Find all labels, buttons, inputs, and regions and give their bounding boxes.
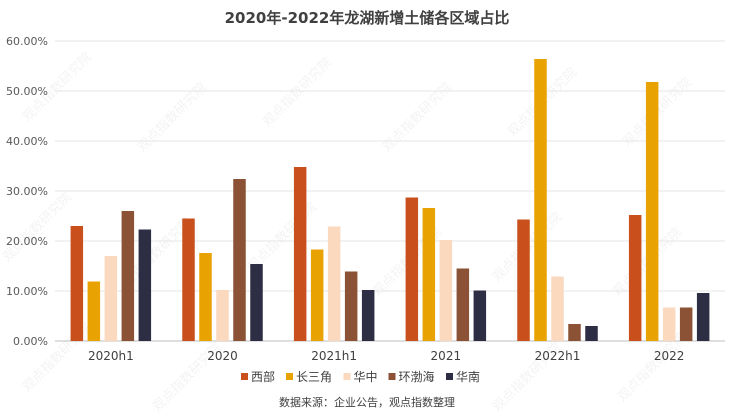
bar (645, 82, 659, 341)
x-category-label: 2022 (654, 349, 685, 363)
bar (679, 307, 693, 341)
y-tick-label: 50.00% (6, 85, 48, 98)
legend-swatch (446, 373, 453, 380)
bar (473, 290, 487, 341)
bar (327, 226, 341, 341)
bar (361, 290, 375, 341)
legend-swatch (388, 373, 396, 380)
bar (344, 271, 358, 341)
legend-swatch (286, 373, 293, 380)
watermark-text: 观点指数研究院 (260, 55, 335, 130)
chart-title: 2020年-2022年龙湖新增土储各区域占比 (225, 9, 510, 27)
legend-label: 长三角 (296, 370, 332, 384)
legend-label: 华中 (354, 369, 378, 384)
watermark-text: 观点指数研究院 (20, 320, 95, 395)
bar (422, 208, 436, 341)
bar (662, 307, 676, 341)
bar (534, 59, 547, 341)
legend-swatch (241, 373, 248, 380)
y-tick-label: 40.00% (6, 135, 48, 148)
legend-label: 环渤海 (399, 369, 435, 384)
x-category-label: 2021 (431, 349, 462, 363)
y-axis-ticks: 0.00% 10.00% 20.00% 30.00% 40.00% 50.00% 60.00… (6, 35, 48, 348)
bar (138, 229, 152, 341)
bar (70, 226, 84, 341)
bar (517, 219, 530, 341)
bar (199, 253, 212, 341)
bar (628, 215, 642, 341)
bar (182, 218, 195, 341)
x-category-label: 2021h1 (311, 349, 357, 363)
x-category-label: 2020 (207, 349, 238, 363)
x-category-label: 2022h1 (535, 349, 581, 363)
bars (70, 59, 710, 341)
y-tick-label: 20.00% (6, 235, 48, 248)
bar (250, 264, 263, 341)
y-tick-label: 0.00% (13, 335, 48, 348)
bar (104, 256, 118, 341)
bar (585, 326, 598, 341)
y-tick-label: 10.00% (6, 285, 48, 298)
legend-label: 西部 (251, 369, 275, 384)
y-tick-label: 30.00% (6, 185, 48, 198)
gridlines (55, 40, 725, 342)
legend-label: 华南 (456, 369, 480, 384)
watermark-text: 观点指数研究院 (245, 200, 320, 275)
bar (551, 276, 564, 341)
x-axis-categories: 2020h1 2020 2021h1 2021 2022h1 2022 (88, 349, 684, 363)
bar (456, 268, 470, 341)
bar (293, 167, 307, 341)
legend-swatch (343, 373, 351, 380)
bar (87, 281, 101, 341)
bar (405, 197, 419, 341)
bar (696, 293, 710, 341)
bar (121, 211, 135, 341)
bar (439, 240, 453, 341)
bar (216, 290, 229, 341)
watermark-text: 观点指数研究院 (0, 190, 75, 265)
bar (568, 324, 581, 341)
legend: 西部 长三角 华中 环渤海 华南 (241, 369, 480, 384)
bar (310, 249, 324, 341)
y-tick-label: 60.00% (6, 35, 48, 48)
x-category-label: 2020h1 (88, 349, 134, 363)
bar (233, 179, 246, 341)
source-note: 数据来源：企业公告，观点指数整理 (279, 395, 455, 409)
